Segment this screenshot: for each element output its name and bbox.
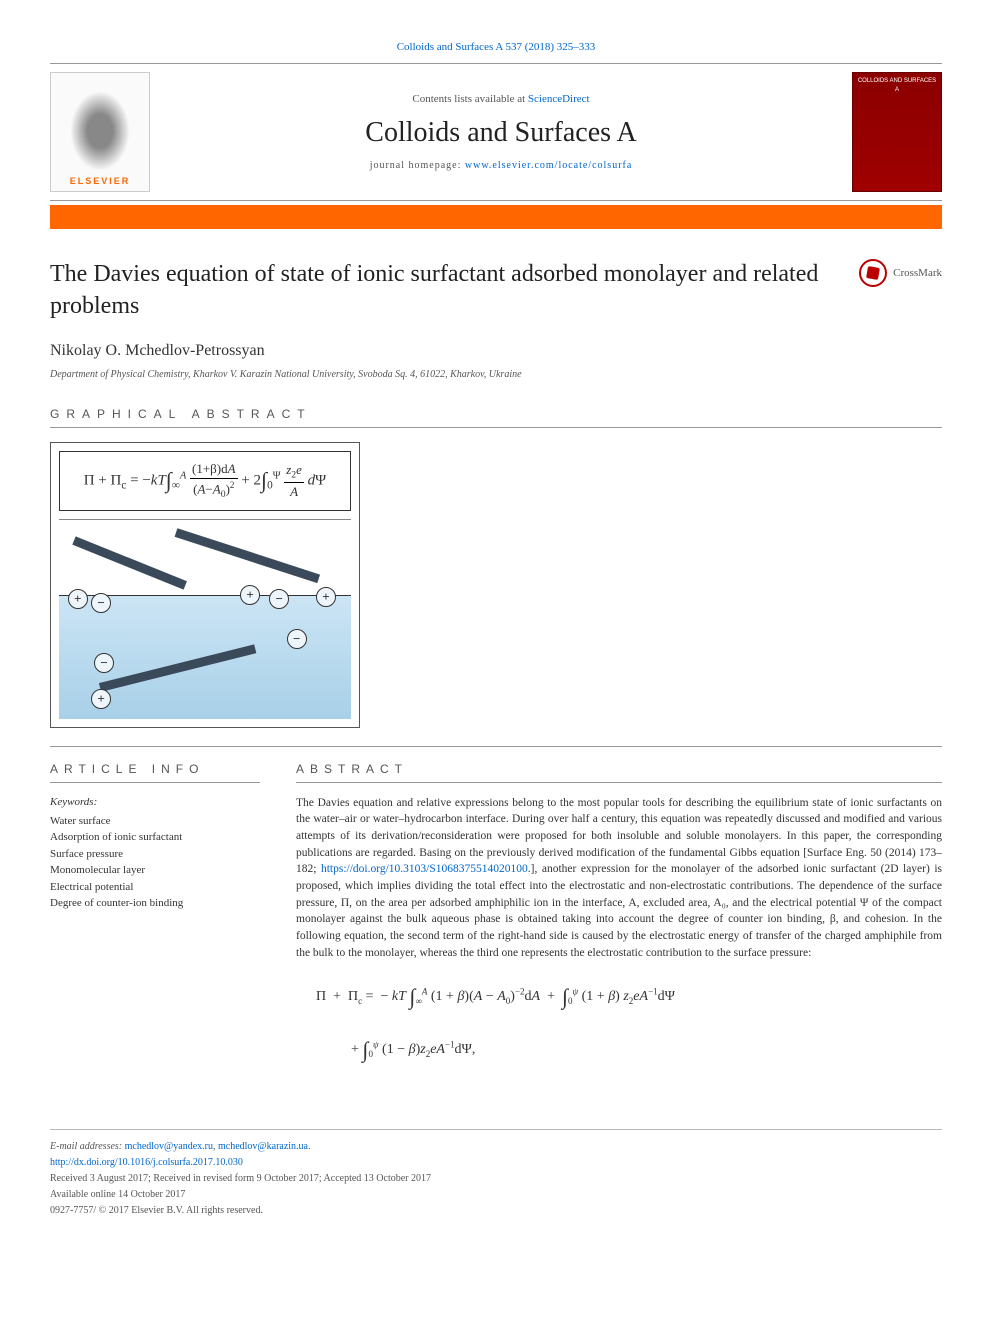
abstract-part2: .], another expression for the monolayer… — [296, 863, 942, 958]
crossmark-badge[interactable]: CrossMark — [859, 259, 942, 287]
publisher-name: ELSEVIER — [70, 171, 131, 192]
divider — [50, 746, 942, 747]
author-affiliation: Department of Physical Chemistry, Kharko… — [50, 368, 942, 382]
graphical-abstract: Π + Πc = −kT∫∞A (1+β)dA(A−A0)2 + 2∫0Ψ z2… — [50, 442, 942, 728]
email-line: E-mail addresses: mchedlov@yandex.ru, mc… — [50, 1140, 942, 1154]
surfactant-tail — [174, 528, 319, 583]
abstract-doi-link[interactable]: https://doi.org/10.3103/S106837551402010… — [321, 863, 528, 875]
cation-icon — [68, 589, 88, 609]
online-date: Available online 14 October 2017 — [50, 1188, 942, 1202]
keyword-item: Adsorption of ionic surfactant — [50, 829, 260, 846]
article-doi-link[interactable]: http://dx.doi.org/10.1016/j.colsurfa.201… — [50, 1157, 243, 1168]
sciencedirect-link[interactable]: ScienceDirect — [528, 93, 590, 105]
anion-icon — [269, 589, 289, 609]
article-info-heading: ARTICLE INFO — [50, 761, 260, 783]
keyword-item: Monomolecular layer — [50, 862, 260, 879]
keyword-item: Water surface — [50, 813, 260, 830]
keywords-label: Keywords: — [50, 795, 260, 810]
cover-title-text: COLLOIDS AND SURFACES A — [853, 73, 941, 98]
surfactant-tail — [99, 644, 256, 691]
crossmark-icon — [859, 259, 887, 287]
elsevier-tree-icon — [70, 91, 130, 171]
ga-diagram — [59, 519, 351, 719]
journal-title: Colloids and Surfaces A — [150, 113, 852, 152]
keywords-list: Water surfaceAdsorption of ionic surfact… — [50, 813, 260, 912]
publisher-logo: ELSEVIER — [50, 72, 150, 192]
anion-icon — [287, 629, 307, 649]
keyword-item: Degree of counter-ion binding — [50, 895, 260, 912]
contents-prefix: Contents lists available at — [412, 93, 527, 105]
keyword-item: Electrical potential — [50, 879, 260, 896]
cation-icon — [91, 689, 111, 709]
journal-homepage: journal homepage: www.elsevier.com/locat… — [150, 159, 852, 173]
ga-formula: Π + Πc = −kT∫∞A (1+β)dA(A−A0)2 + 2∫0Ψ z2… — [59, 451, 351, 511]
abstract-text: The Davies equation and relative express… — [296, 795, 942, 962]
email-1[interactable]: mchedlov@yandex.ru — [125, 1141, 213, 1152]
main-equation: Π + Πc = − kT ∫∞A (1 + β)(A − A0)−2dA + … — [316, 971, 942, 1077]
homepage-link[interactable]: www.elsevier.com/locate/colsurfa — [465, 160, 632, 171]
author-name: Nikolay O. Mchedlov-Petrossyan — [50, 340, 942, 362]
keyword-item: Surface pressure — [50, 846, 260, 863]
email-2[interactable]: mchedlov@karazin.ua — [218, 1141, 308, 1152]
graphical-abstract-heading: GRAPHICAL ABSTRACT — [50, 406, 942, 428]
surfactant-tail — [72, 536, 187, 589]
ga-figure-box: Π + Πc = −kT∫∞A (1+β)dA(A−A0)2 + 2∫0Ψ z2… — [50, 442, 360, 728]
contents-available: Contents lists available at ScienceDirec… — [150, 92, 852, 107]
abstract-heading: ABSTRACT — [296, 761, 942, 783]
received-dates: Received 3 August 2017; Received in revi… — [50, 1172, 942, 1186]
homepage-prefix: journal homepage: — [370, 160, 465, 171]
citation-header: Colloids and Surfaces A 537 (2018) 325–3… — [50, 40, 942, 55]
copyright-line: 0927-7757/ © 2017 Elsevier B.V. All righ… — [50, 1204, 942, 1218]
email-label: E-mail addresses: — [50, 1141, 125, 1152]
anion-icon — [94, 653, 114, 673]
crossmark-label: CrossMark — [893, 266, 942, 281]
page-footer: E-mail addresses: mchedlov@yandex.ru, mc… — [50, 1129, 942, 1218]
cation-icon — [316, 587, 336, 607]
anion-icon — [91, 593, 111, 613]
accent-bar — [50, 205, 942, 229]
article-title: The Davies equation of state of ionic su… — [50, 259, 839, 321]
journal-banner: ELSEVIER Contents lists available at Sci… — [50, 63, 942, 201]
cation-icon — [240, 585, 260, 605]
journal-cover-thumbnail: COLLOIDS AND SURFACES A — [852, 72, 942, 192]
